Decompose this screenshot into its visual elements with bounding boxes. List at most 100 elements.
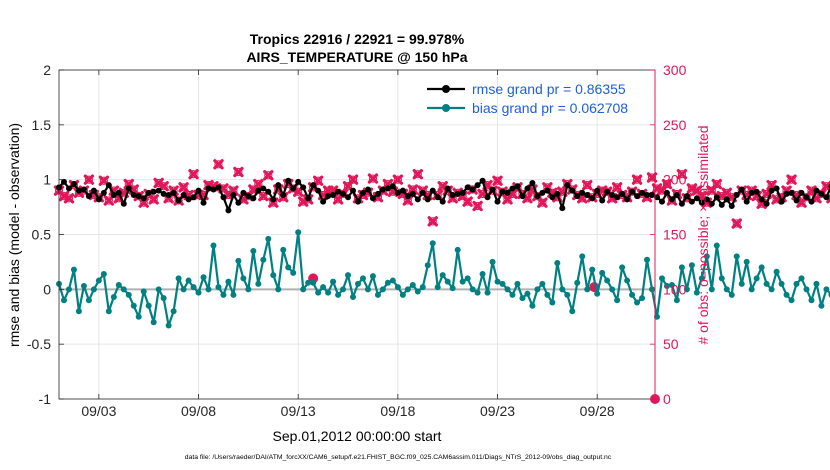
rmse-point	[728, 202, 735, 209]
bias-point	[534, 286, 541, 293]
obs-assimilated-marker	[392, 174, 404, 185]
bias-point	[584, 286, 591, 293]
rmse-point	[668, 196, 675, 203]
rmse-point	[90, 187, 97, 194]
rmse-point	[723, 196, 730, 203]
rmse-point	[145, 189, 152, 196]
rmse-point	[95, 196, 102, 203]
obs-assimilated-marker	[367, 173, 379, 184]
bias-point	[300, 286, 307, 293]
bias-point	[85, 297, 92, 304]
bias-point	[763, 280, 770, 287]
obs-assimilated-marker	[731, 218, 742, 229]
bias-point	[265, 235, 272, 242]
rmse-point	[798, 189, 805, 196]
bias-point	[140, 288, 147, 295]
y-right-tick-label: 250	[663, 117, 687, 133]
bias-point	[325, 289, 332, 296]
rmse-point	[404, 193, 411, 200]
rmse-point	[295, 178, 302, 185]
bias-point	[315, 289, 322, 296]
bias-point	[539, 280, 546, 287]
rmse-point	[340, 190, 347, 197]
obs-assimilated-marker	[98, 175, 110, 186]
y-left-tick-label: 1	[43, 172, 51, 188]
legend: rmse grand pr = 0.86355 bias grand pr = 0…	[427, 81, 628, 116]
rmse-point	[549, 194, 556, 201]
bias-point	[564, 291, 571, 298]
bias-point	[75, 308, 82, 315]
obs-possible-marker	[214, 160, 223, 169]
bias-point	[658, 275, 665, 282]
rmse-point	[773, 185, 780, 192]
rmse-point	[240, 189, 247, 196]
rmse-point	[170, 189, 177, 196]
rmse-point	[175, 197, 182, 204]
bias-point	[668, 281, 675, 288]
obs-assimilated-marker	[472, 200, 483, 212]
bias-point	[350, 294, 357, 301]
obs-possible-marker	[732, 219, 741, 228]
bias-point	[80, 283, 87, 290]
rmse-point	[629, 188, 636, 195]
bias-point	[703, 253, 710, 260]
bias-point	[235, 257, 242, 264]
bias-point	[524, 290, 531, 297]
bias-point	[280, 246, 287, 253]
chart-title-line2: AIRS_TEMPERATURE @ 150 hPa	[246, 49, 467, 65]
bias-point	[559, 286, 566, 293]
bias-point	[743, 258, 750, 265]
rmse-point	[614, 194, 621, 201]
obs-assimilated-marker	[402, 195, 414, 206]
bias-point	[270, 272, 277, 279]
bias-point	[609, 286, 616, 293]
x-tick-label: 09/13	[281, 403, 316, 419]
rmse-point	[649, 192, 656, 199]
bias-point	[693, 289, 700, 296]
bias-point	[718, 275, 725, 282]
bias-point	[579, 253, 586, 260]
obs-assimilated-marker	[258, 190, 269, 202]
bias-point	[100, 270, 107, 277]
bias-point	[379, 286, 386, 293]
rmse-point	[818, 190, 825, 197]
x-axis-label: Sep.01,2012 00:00:00 start	[273, 428, 442, 444]
bias-point	[823, 286, 830, 293]
bias-point	[145, 302, 152, 309]
bias-point	[678, 264, 685, 271]
bias-point	[494, 278, 501, 285]
bias-point	[783, 291, 790, 298]
bias-point	[474, 289, 481, 296]
bias-point	[798, 275, 805, 282]
rmse-point	[100, 189, 107, 196]
bias-point	[210, 242, 217, 249]
bias-point	[155, 286, 162, 293]
rmse-point	[499, 188, 506, 195]
rmse-point	[310, 182, 317, 189]
axis-ticks: 09/03 09/08 09/13 09/18 09/23 09/28 -1 -0.5 0 0.5…	[27, 62, 687, 419]
bias-point	[504, 286, 511, 293]
rmse-point	[290, 185, 297, 192]
bias-point	[65, 286, 72, 293]
bias-point	[95, 277, 102, 284]
rmse-point	[763, 200, 770, 207]
rmse-point	[524, 185, 531, 192]
obs-assimilated-marker	[661, 178, 673, 190]
x-tick-label: 09/03	[81, 403, 116, 419]
rmse-point	[609, 192, 616, 199]
bias-point	[120, 286, 127, 293]
obs-assimilated-marker	[711, 178, 722, 190]
bias-point	[105, 308, 112, 315]
y-left-tick-label: 1.5	[32, 117, 52, 133]
bias-point	[399, 291, 406, 298]
rmse-point	[235, 199, 242, 206]
rmse-point	[75, 187, 82, 194]
rmse-point	[489, 186, 496, 193]
rmse-point	[80, 186, 87, 193]
rmse-point	[205, 185, 212, 192]
rmse-point	[305, 195, 312, 202]
bias-point	[738, 280, 745, 287]
bias-point	[190, 284, 197, 291]
rmse-point	[584, 192, 591, 199]
y-axis-label-right: # of obs: o=possible; ×=assimilated	[695, 125, 711, 344]
